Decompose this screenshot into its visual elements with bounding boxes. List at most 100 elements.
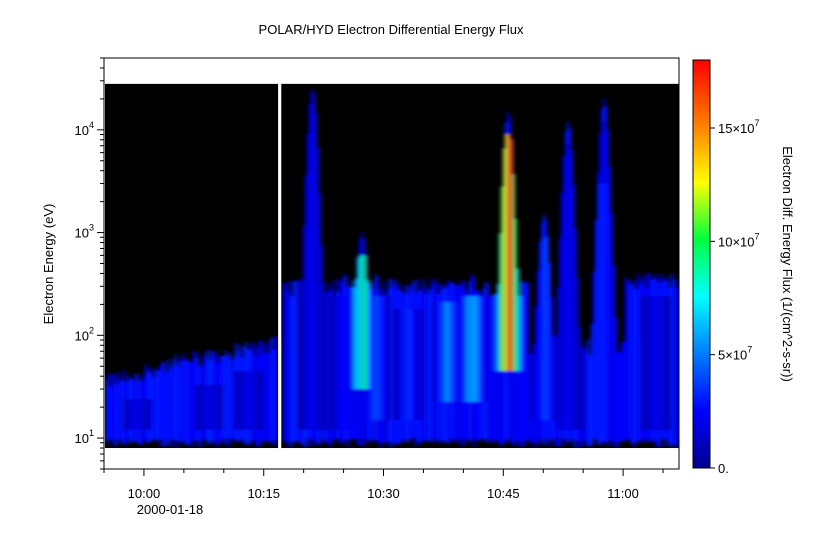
flux-core — [579, 327, 581, 430]
flux-core — [529, 354, 531, 420]
flux-core — [197, 384, 199, 430]
flux-core — [547, 237, 549, 420]
flux-core — [251, 370, 253, 430]
flux-core — [553, 335, 555, 420]
flux-core — [499, 233, 501, 371]
flux-core — [467, 296, 469, 402]
flux-core — [581, 348, 583, 430]
flux-core — [137, 399, 139, 430]
flux-core — [259, 370, 261, 430]
flux-core — [261, 370, 263, 430]
flux-core — [663, 296, 665, 430]
flux-core — [301, 279, 303, 430]
flux-core — [507, 134, 509, 371]
flux-column — [295, 281, 297, 441]
flux-core — [345, 296, 347, 430]
flux-core — [307, 133, 309, 430]
flux-core — [357, 257, 359, 390]
flux-core — [255, 370, 257, 430]
flux-column — [275, 337, 277, 444]
flux-column — [177, 365, 179, 448]
flux-core — [641, 296, 643, 430]
flux-core — [149, 399, 151, 430]
colorbar-tick-label: 10×107 — [718, 231, 760, 249]
flux-column — [269, 340, 271, 444]
flux-core — [297, 278, 299, 430]
flux-column — [225, 350, 227, 444]
flux-column — [161, 362, 163, 440]
flux-core — [243, 370, 245, 430]
flux-core — [389, 296, 391, 420]
flux-column — [109, 386, 111, 440]
flux-core — [367, 279, 369, 390]
flux-core — [371, 296, 373, 420]
flux-core — [437, 302, 439, 402]
x-date-label: 2000-01-18 — [137, 502, 204, 517]
flux-core — [545, 237, 547, 420]
flux-core — [195, 384, 197, 430]
flux-core — [319, 193, 321, 430]
flux-column — [267, 352, 269, 442]
flux-column — [285, 282, 287, 441]
flux-core — [559, 237, 561, 430]
flux-core — [575, 228, 577, 430]
flux-column — [121, 380, 123, 445]
flux-core — [363, 255, 365, 390]
flux-core — [569, 144, 571, 430]
flux-column — [611, 213, 613, 442]
flux-column — [391, 280, 393, 448]
flux-core — [141, 399, 143, 430]
flux-column — [231, 360, 233, 444]
flux-column — [115, 383, 117, 446]
flux-column — [223, 356, 225, 439]
flux-core — [531, 352, 533, 420]
flux-core — [237, 370, 239, 430]
flux-core — [607, 129, 609, 184]
flux-core — [299, 281, 301, 430]
flux-core — [605, 121, 607, 184]
flux-core — [449, 302, 451, 402]
flux-column — [423, 279, 425, 441]
x-axis: 10:00 10:15 10:30 10:45 11:00 — [103, 469, 664, 501]
y-tick-label: 104 — [75, 120, 94, 138]
flux-column — [111, 374, 113, 441]
flux-core — [199, 384, 201, 430]
flux-column — [631, 285, 633, 445]
flux-core — [497, 283, 499, 371]
x-tick-label: 10:30 — [367, 486, 400, 501]
flux-core — [515, 218, 517, 371]
flux-core — [129, 399, 131, 430]
flux-column — [431, 279, 433, 440]
colorbar-tick-label: 5×107 — [718, 345, 752, 363]
flux-column — [609, 166, 611, 441]
flux-core — [417, 309, 419, 420]
flux-core — [565, 144, 567, 430]
flux-column — [587, 338, 589, 446]
flux-core — [341, 296, 343, 430]
flux-core — [573, 184, 575, 430]
flux-column — [615, 317, 617, 445]
flux-column — [487, 281, 489, 440]
flux-core — [415, 309, 417, 420]
flux-core — [387, 296, 389, 420]
flux-core — [563, 155, 565, 430]
flux-core — [353, 287, 355, 390]
flux-core — [599, 133, 601, 184]
flux-layer — [105, 89, 679, 448]
flux-core — [309, 111, 311, 430]
flux-core — [315, 112, 317, 430]
flux-core — [219, 384, 221, 430]
flux-column — [619, 351, 621, 442]
flux-core — [477, 296, 479, 402]
flux-core — [303, 225, 305, 430]
flux-core — [325, 292, 327, 430]
flux-core — [355, 278, 357, 390]
flux-column — [171, 364, 173, 448]
flux-core — [503, 148, 505, 371]
flux-column — [105, 379, 107, 445]
flux-core — [203, 384, 205, 430]
flux-core — [557, 287, 559, 430]
flux-column — [603, 98, 605, 445]
flux-core — [257, 370, 259, 430]
